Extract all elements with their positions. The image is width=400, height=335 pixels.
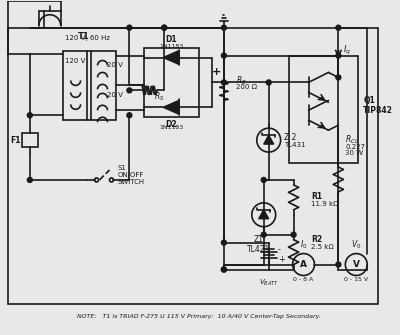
Text: Q1
TIP842: Q1 TIP842 xyxy=(363,95,393,115)
Text: 2.5 kΩ: 2.5 kΩ xyxy=(312,244,334,250)
Text: 30 W: 30 W xyxy=(345,150,364,156)
Circle shape xyxy=(127,88,132,93)
Text: $V_{BATT}$: $V_{BATT}$ xyxy=(259,277,278,288)
Text: $I_q$: $I_q$ xyxy=(343,44,351,57)
Circle shape xyxy=(222,267,226,272)
Circle shape xyxy=(162,25,167,30)
Text: 1N1183: 1N1183 xyxy=(159,44,183,49)
Bar xyxy=(289,56,358,163)
Bar xyxy=(144,48,199,117)
Bar xyxy=(22,133,38,147)
Circle shape xyxy=(222,240,226,245)
Text: $I_0$: $I_0$ xyxy=(300,238,307,251)
Circle shape xyxy=(222,53,226,58)
Circle shape xyxy=(336,75,341,80)
Text: -: - xyxy=(278,245,281,254)
Text: D1: D1 xyxy=(165,35,177,44)
Polygon shape xyxy=(163,51,179,65)
Text: D2: D2 xyxy=(165,120,177,129)
Circle shape xyxy=(127,113,132,118)
Text: Z1
TL421: Z1 TL421 xyxy=(247,235,270,254)
Text: 20 V: 20 V xyxy=(108,63,123,68)
Text: 1N1183: 1N1183 xyxy=(159,125,183,130)
Circle shape xyxy=(27,178,32,183)
Polygon shape xyxy=(163,100,179,114)
Polygon shape xyxy=(259,210,269,219)
Text: $V_0$: $V_0$ xyxy=(351,238,362,251)
Circle shape xyxy=(336,25,341,30)
Text: V: V xyxy=(353,260,360,269)
Circle shape xyxy=(261,232,266,237)
Text: 11.9 kΩ: 11.9 kΩ xyxy=(312,201,339,207)
Circle shape xyxy=(336,53,341,58)
Text: T1: T1 xyxy=(78,31,90,41)
Circle shape xyxy=(266,80,271,85)
Text: 200 Ω: 200 Ω xyxy=(236,84,257,90)
Text: 0.227: 0.227 xyxy=(345,144,365,150)
Bar xyxy=(63,51,116,120)
Text: 20 V: 20 V xyxy=(108,92,123,98)
Circle shape xyxy=(222,25,226,30)
Text: R2: R2 xyxy=(312,235,323,244)
Circle shape xyxy=(127,25,132,30)
Text: 0 - 15 V: 0 - 15 V xyxy=(344,277,368,282)
Circle shape xyxy=(162,25,167,30)
Circle shape xyxy=(27,113,32,118)
Text: 0 - 8 A: 0 - 8 A xyxy=(294,277,314,282)
Text: R1: R1 xyxy=(312,192,323,201)
Text: +: + xyxy=(212,67,222,77)
Circle shape xyxy=(336,262,341,267)
Text: TL431: TL431 xyxy=(284,142,305,148)
Text: A: A xyxy=(300,260,307,269)
Text: +: + xyxy=(278,255,284,264)
Circle shape xyxy=(222,80,226,85)
Text: $R_S$: $R_S$ xyxy=(154,90,164,103)
Text: 120 V, 60 Hz: 120 V, 60 Hz xyxy=(65,35,110,41)
Text: $R_{CL}$: $R_{CL}$ xyxy=(345,134,359,146)
Text: S1
ON/OFF
SWITCH: S1 ON/OFF SWITCH xyxy=(118,165,144,185)
Text: F1: F1 xyxy=(11,136,21,145)
Polygon shape xyxy=(264,135,274,144)
Text: NOTE:   T1 is TRIAD F-275 U 115 V Primary:  10 A/40 V Center-Tap Secondary.: NOTE: T1 is TRIAD F-275 U 115 V Primary:… xyxy=(77,314,321,319)
Circle shape xyxy=(291,232,296,237)
Circle shape xyxy=(222,267,226,272)
Text: Z 2: Z 2 xyxy=(284,133,296,142)
Bar xyxy=(8,28,378,304)
Text: 120 V: 120 V xyxy=(66,58,86,64)
Circle shape xyxy=(261,178,266,183)
Text: $R_B$: $R_B$ xyxy=(236,74,246,87)
